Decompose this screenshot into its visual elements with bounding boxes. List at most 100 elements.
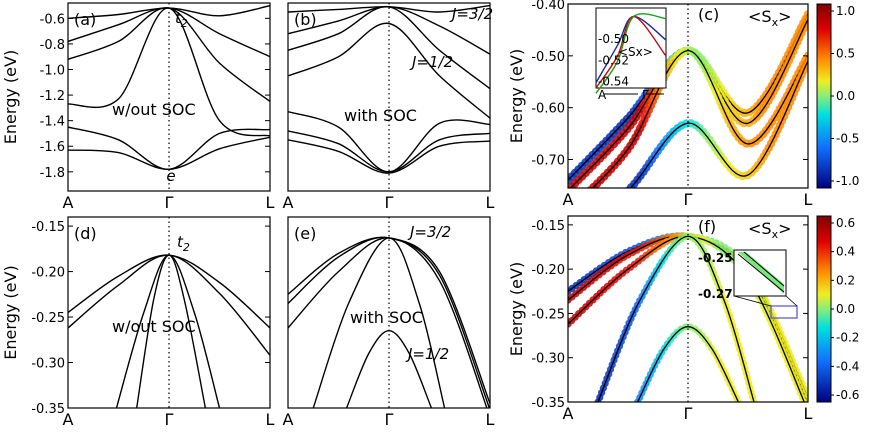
- annotation-j12: J=1/2: [409, 53, 453, 71]
- panel-e: A Γ L (e) J=3/2 J=1/2 with SOC: [283, 216, 495, 429]
- zoom-line: [737, 253, 785, 293]
- y-tick-label: -1.0: [40, 64, 65, 79]
- band-line-3: [288, 22, 490, 119]
- x-tick-label: A: [563, 404, 574, 423]
- zoom-connector: [785, 295, 798, 307]
- series-group: [68, 254, 270, 408]
- sx-marker: [604, 203, 612, 211]
- y-tick-label: -0.20: [31, 266, 65, 281]
- inset-curve-1: [595, 15, 667, 89]
- y-tick-label: -0.35: [531, 396, 565, 411]
- band-line-5: [68, 136, 270, 171]
- panel-label: (d): [74, 224, 97, 243]
- y-tick-label: -0.25: [531, 307, 565, 322]
- colorbar-tick-label: 1.0: [836, 4, 855, 18]
- panel-a: -0.6 -0.8 -1.0 -1.2 -1.4 -1.6 -1.8 Energy (eV) A…: [1, 2, 275, 212]
- band-line-5: [288, 130, 490, 173]
- annotation-e: e: [166, 167, 175, 185]
- annotation-j32: J=3/2: [407, 223, 451, 241]
- zoom-label: -0.27: [698, 287, 733, 301]
- series-group: [288, 4, 490, 174]
- sx-marker: [616, 194, 624, 202]
- y-tick-label: -0.35: [31, 402, 65, 417]
- band-line-2: [288, 237, 488, 408]
- colorbar-c: 1.0 0.5 0.0 -0.5 -1.0: [816, 3, 859, 189]
- colorbar-tick-label: -1.0: [836, 174, 859, 188]
- inset-tick-label: -0.50: [598, 32, 629, 46]
- colorbar-tick-label: -0.6: [836, 388, 859, 402]
- annotation-t2: t2: [177, 233, 190, 254]
- zoom-connector: [733, 295, 772, 307]
- panel-b: A Γ L (b) J=3/2 J=1/2 with SOC: [283, 2, 495, 212]
- band-line-4: [345, 329, 433, 408]
- colorbar-tick-label: 0.2: [836, 273, 855, 287]
- colorbar-tick-label: 0.0: [836, 302, 855, 316]
- x-tick-label: A: [63, 410, 74, 429]
- colorbar-tick-label: 0.4: [836, 245, 855, 259]
- panel-label: (b): [294, 10, 317, 29]
- annotation-t2: t2: [175, 9, 188, 30]
- panel-f: -0.15 -0.20 -0.25 -0.30 -0.35 Energy (eV) A Γ L (…: [507, 215, 813, 423]
- sx-marker: [568, 230, 576, 238]
- panel-label: (e): [294, 224, 316, 243]
- band-line-2: [591, 49, 808, 188]
- colorbar-tick-label: 0.6: [836, 216, 855, 230]
- band-line-1: [68, 254, 270, 356]
- inset-curve-2: [595, 13, 667, 94]
- colorbar-tick-label: 0.0: [836, 89, 855, 103]
- zoom-inset: -0.25 -0.27: [698, 249, 798, 319]
- inset-tick-label: -0.54: [598, 75, 629, 89]
- y-tick-label: -0.60: [531, 102, 565, 117]
- series-group: [568, 10, 808, 238]
- colorbar-tick-label: -0.5: [836, 132, 859, 146]
- colorbar-gradient: [816, 3, 832, 189]
- panel-c: -0.40 -0.50 -0.60 -0.70 Energy (eV) A Γ L (c) <Sx…: [507, 0, 813, 238]
- inset-curve-0: [595, 15, 667, 84]
- sx-marker: [580, 221, 588, 229]
- inset-plot: -0.50 -0.52 -0.54 <Sx> A Γ: [595, 7, 667, 102]
- band-line-2: [288, 6, 490, 90]
- annotation-soc: w/out SOC: [112, 100, 196, 119]
- band-line-4: [637, 326, 739, 402]
- sx-marker: [575, 197, 583, 205]
- zoom-line: [743, 251, 785, 287]
- sx-marker: [576, 224, 584, 232]
- colorbar-tick-label: -0.2: [836, 331, 859, 345]
- x-tick-label: Γ: [385, 410, 394, 429]
- inset-sx-label: <Sx>: [618, 45, 653, 59]
- x-tick-label: Γ: [165, 193, 174, 212]
- panel-label: (c): [698, 5, 719, 24]
- y-tick-label: -0.6: [40, 12, 65, 27]
- y-tick-label: -0.30: [31, 357, 65, 372]
- y-axis-label: Energy (eV): [1, 50, 20, 144]
- band-line-6: [288, 139, 490, 174]
- x-tick-label: Γ: [385, 193, 394, 212]
- band-line-3: [629, 60, 808, 188]
- x-tick-label: A: [563, 190, 574, 209]
- y-axis-label: Energy (eV): [1, 265, 20, 359]
- y-tick-label: -0.15: [31, 220, 65, 235]
- y-tick-label: -1.6: [40, 140, 65, 155]
- inset-x-label: A: [598, 88, 607, 102]
- panel-frame: [567, 3, 809, 189]
- y-tick-label: -0.25: [31, 311, 65, 326]
- panel-label: (a): [74, 10, 96, 29]
- band-line-3: [136, 254, 207, 408]
- y-axis-label: Energy (eV): [507, 49, 526, 143]
- sx-marker: [600, 206, 608, 214]
- x-tick-label: L: [804, 190, 813, 209]
- y-tick-label: -0.8: [40, 38, 65, 53]
- x-tick-label: L: [486, 193, 495, 212]
- panel-frame: [67, 2, 271, 192]
- sx-marker: [578, 193, 586, 201]
- colorbar-gradient: [816, 215, 832, 403]
- x-tick-label: Γ: [684, 404, 693, 423]
- panel-frame: [287, 216, 491, 409]
- y-tick-label: -1.4: [40, 115, 65, 130]
- x-tick-label: A: [283, 410, 294, 429]
- band-line-3: [312, 237, 446, 408]
- x-tick-label: A: [63, 193, 74, 212]
- sx-marker: [620, 190, 628, 198]
- y-tick-label: -0.70: [531, 153, 565, 168]
